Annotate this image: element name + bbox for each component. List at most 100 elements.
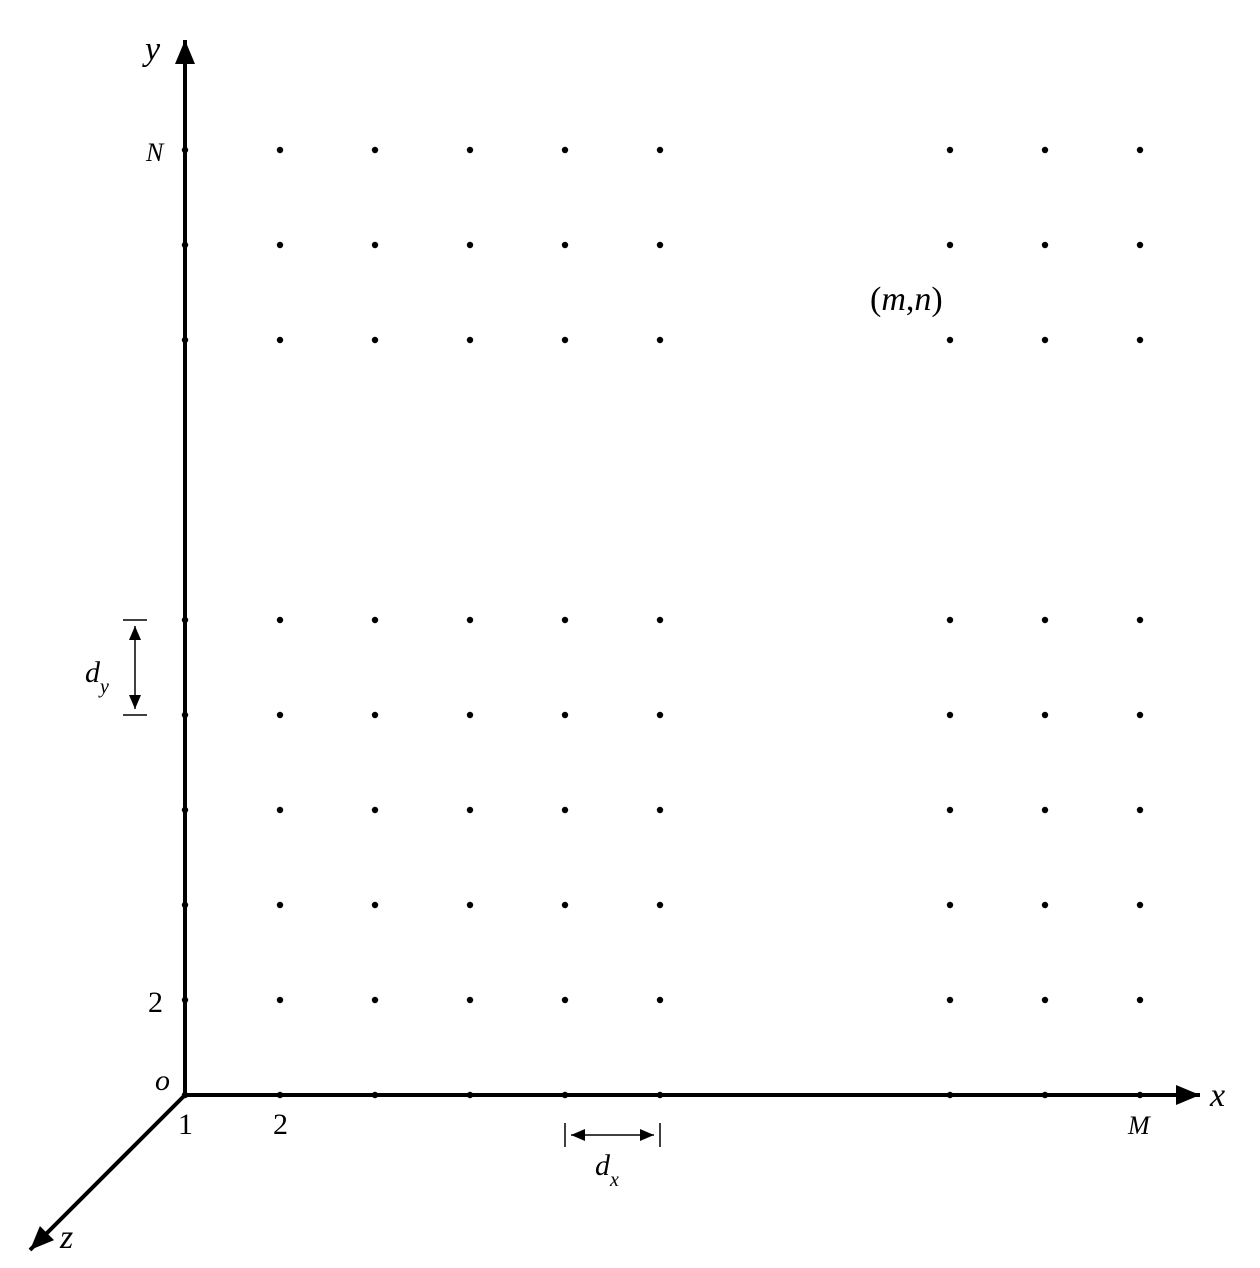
- grid-dot: [657, 902, 663, 908]
- grid-dot: [277, 337, 283, 343]
- grid-dot: [182, 902, 188, 908]
- grid-dot: [372, 997, 378, 1003]
- grid-dot: [1042, 1092, 1048, 1098]
- grid-dot: [277, 242, 283, 248]
- grid-dot: [182, 807, 188, 813]
- grid-dot: [562, 337, 568, 343]
- z-axis: z: [30, 1095, 185, 1256]
- x-axis: x: [185, 1077, 1225, 1114]
- dy-arrow-down: [129, 695, 141, 709]
- grid-dot: [1137, 617, 1143, 623]
- grid-dot: [277, 147, 283, 153]
- grid-dot: [182, 337, 188, 343]
- grid-dot: [1042, 242, 1048, 248]
- dx-dimension: [565, 1123, 660, 1147]
- grid-dot: [657, 807, 663, 813]
- grid-dot: [372, 337, 378, 343]
- y-tick-N: N: [145, 138, 165, 167]
- grid-dot: [467, 902, 473, 908]
- grid-dot: [947, 902, 953, 908]
- grid-dot: [467, 807, 473, 813]
- grid-dot: [947, 997, 953, 1003]
- z-axis-label: z: [59, 1219, 73, 1256]
- grid-dot: [467, 997, 473, 1003]
- dy-arrow-up: [129, 626, 141, 640]
- grid-dots: [182, 147, 1143, 1098]
- x-axis-label: x: [1209, 1077, 1225, 1114]
- grid-dot: [1042, 807, 1048, 813]
- grid-dot: [467, 1092, 473, 1098]
- x-tick-M: M: [1127, 1111, 1151, 1140]
- grid-dot: [947, 807, 953, 813]
- grid-dot: [372, 147, 378, 153]
- grid-dot: [947, 147, 953, 153]
- dy-dimension: [123, 620, 147, 715]
- grid-dot: [182, 1092, 188, 1098]
- grid-dot: [1137, 1092, 1143, 1098]
- grid-dot: [467, 242, 473, 248]
- grid-dot: [277, 807, 283, 813]
- grid-dot: [1042, 902, 1048, 908]
- grid-dot: [1137, 242, 1143, 248]
- grid-dot: [1137, 997, 1143, 1003]
- grid-dot: [277, 712, 283, 718]
- grid-dot: [372, 242, 378, 248]
- grid-dot: [562, 902, 568, 908]
- grid-dot: [562, 712, 568, 718]
- mn-point-label: (m,n): [870, 281, 943, 318]
- grid-dot: [277, 902, 283, 908]
- grid-dot: [947, 337, 953, 343]
- grid-dot: [1042, 712, 1048, 718]
- y-axis-label: y: [142, 31, 161, 68]
- grid-dot: [182, 712, 188, 718]
- grid-dot: [1137, 902, 1143, 908]
- grid-dot: [277, 617, 283, 623]
- grid-dot: [182, 147, 188, 153]
- z-axis-line: [30, 1095, 185, 1250]
- x-tick-2: 2: [273, 1108, 288, 1141]
- grid-dot: [277, 997, 283, 1003]
- grid-dot: [657, 712, 663, 718]
- grid-dot: [562, 242, 568, 248]
- grid-dot: [182, 997, 188, 1003]
- dx-arrow-right: [640, 1129, 654, 1141]
- y-axis-arrowhead: [175, 40, 195, 64]
- grid-dot: [277, 1092, 283, 1098]
- grid-dot: [182, 242, 188, 248]
- x-tick-1: 1: [178, 1108, 193, 1141]
- grid-dot: [1137, 807, 1143, 813]
- grid-dot: [1042, 147, 1048, 153]
- y-axis: y: [142, 31, 195, 1095]
- grid-dot: [657, 1092, 663, 1098]
- x-axis-arrowhead: [1176, 1085, 1200, 1105]
- grid-dot: [1042, 997, 1048, 1003]
- grid-dot: [1137, 147, 1143, 153]
- grid-dot: [1137, 337, 1143, 343]
- grid-dot: [947, 617, 953, 623]
- grid-dot: [1042, 337, 1048, 343]
- grid-dot: [562, 1092, 568, 1098]
- grid-dot: [372, 712, 378, 718]
- grid-dot: [562, 807, 568, 813]
- y-tick-2: 2: [148, 986, 163, 1019]
- grid-dot: [372, 807, 378, 813]
- dx-label: dx: [595, 1149, 619, 1191]
- grid-dot: [657, 242, 663, 248]
- grid-dot: [657, 997, 663, 1003]
- grid-dot: [372, 1092, 378, 1098]
- grid-dot: [562, 997, 568, 1003]
- grid-dot: [562, 147, 568, 153]
- grid-dot: [657, 147, 663, 153]
- grid-dot: [467, 337, 473, 343]
- grid-dot: [372, 902, 378, 908]
- grid-dot: [562, 617, 568, 623]
- origin-label: o: [155, 1064, 170, 1097]
- grid-dot: [947, 1092, 953, 1098]
- grid-dot: [657, 337, 663, 343]
- grid-dot: [372, 617, 378, 623]
- grid-dot: [467, 617, 473, 623]
- diagram-canvas: x y z o 1 2 M 2 N dx dy (m,n): [0, 0, 1260, 1268]
- grid-dot: [182, 617, 188, 623]
- grid-dot: [467, 712, 473, 718]
- grid-dot: [467, 147, 473, 153]
